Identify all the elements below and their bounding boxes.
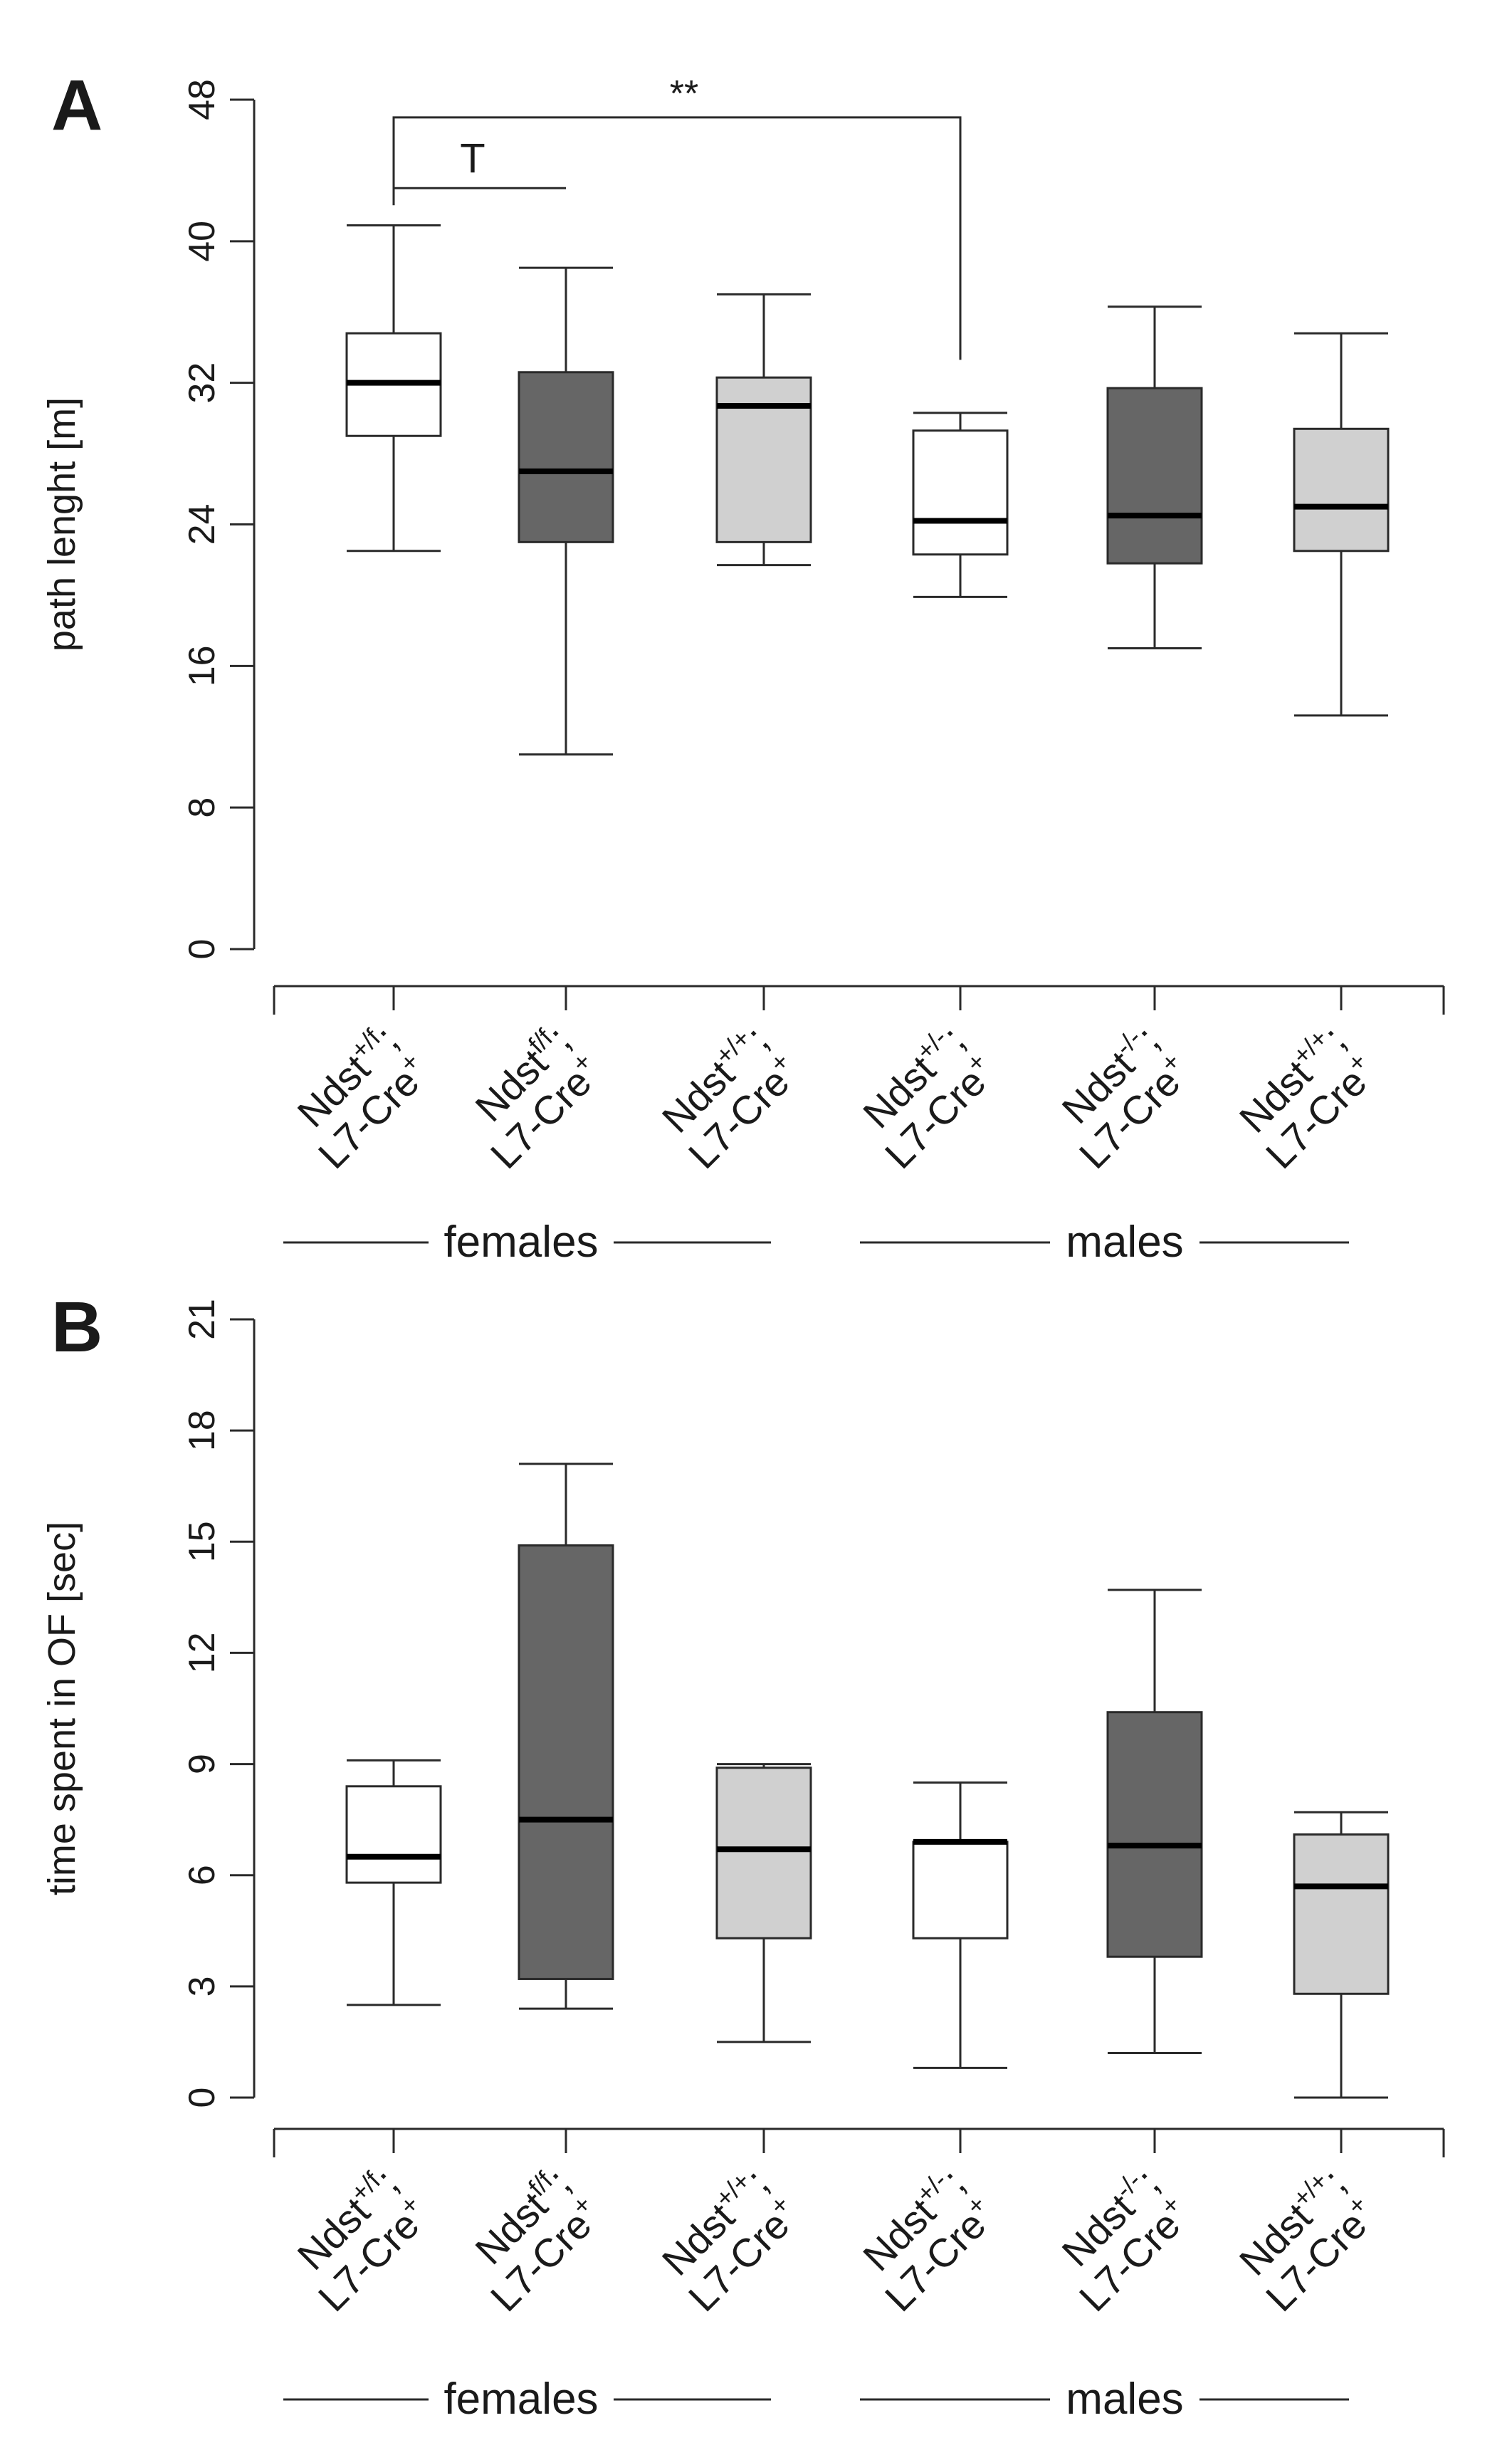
- x-tick-label: Ndst+/+;L7-Cre+: [1231, 1017, 1375, 1177]
- x-tick-label: Ndst+/+;L7-Cre+: [1231, 2160, 1375, 2320]
- y-tick-label: 3: [182, 1976, 223, 1996]
- box-iqr: [912, 429, 1009, 556]
- y-tick-label: 8: [182, 797, 223, 818]
- x-tick-label: Ndst+/+;L7-Cre+: [653, 1017, 798, 1177]
- panel-label: A: [51, 66, 103, 145]
- box-iqr: [1106, 1711, 1203, 1958]
- y-tick-label: 18: [182, 1410, 223, 1451]
- y-tick-label: 16: [182, 645, 223, 686]
- group-text: females: [443, 1218, 598, 1267]
- group-label-females: females: [283, 1218, 771, 1267]
- x-tick-label: Ndst+/-;L7-Cre+: [854, 1017, 994, 1177]
- box-iqr: [912, 1841, 1009, 1940]
- y-tick-label: 21: [182, 1299, 223, 1340]
- group-label-males: males: [860, 1218, 1349, 1267]
- box-group: [715, 293, 812, 567]
- significance-label: T: [460, 135, 485, 182]
- box-iqr: [715, 376, 812, 543]
- x-tick-label: Ndstf/f;L7-Cre+: [466, 1017, 599, 1177]
- box-group: [912, 1781, 1009, 2069]
- x-tick-label: Ndst+/f;L7-Cre+: [288, 1017, 427, 1177]
- panel-b: B 0 3 6 9 12 15 18 21 time spent in OF [sec] Ndst+…: [41, 1287, 1445, 2424]
- x-tick-label: Ndst-/-;L7-Cre+: [1053, 1017, 1188, 1177]
- panel-a: A 0 8 16 24 32 40 48 path lenght [m] T ** Ndst+/f;L…: [41, 66, 1445, 1267]
- y-tick-label: 48: [182, 79, 223, 120]
- box-group: [715, 1763, 812, 2043]
- panel-label: B: [51, 1287, 103, 1367]
- y-tick-label: 24: [182, 504, 223, 545]
- box-group: [1106, 1588, 1203, 2055]
- y-tick-label: 9: [182, 1754, 223, 1774]
- significance-label: **: [670, 73, 698, 115]
- box-iqr: [1293, 1833, 1390, 1995]
- box-iqr: [715, 1766, 812, 1940]
- significance-bracket: **: [392, 73, 962, 360]
- x-tick-label: Ndstf/f;L7-Cre+: [466, 2160, 599, 2320]
- x-tick-label: Ndst+/+;L7-Cre+: [653, 2160, 798, 2320]
- box-iqr: [1106, 387, 1203, 565]
- significance-bracket: T: [392, 135, 566, 206]
- box-group: [1293, 332, 1390, 717]
- y-tick-label: 32: [182, 362, 223, 404]
- box-iqr: [518, 1544, 614, 1980]
- y-tick-label: 40: [182, 221, 223, 262]
- y-tick-label: 0: [182, 2088, 223, 2108]
- group-label-males: males: [860, 2375, 1349, 2424]
- box-group: [518, 266, 614, 756]
- group-text: males: [1066, 2375, 1183, 2424]
- group-label-females: females: [283, 2375, 771, 2424]
- y-tick-label: 15: [182, 1521, 223, 1562]
- group-text: males: [1066, 1218, 1183, 1267]
- y-axis-label: time spent in OF [sec]: [41, 1522, 83, 1895]
- y-tick-label: 0: [182, 939, 223, 960]
- x-tick-label: Ndst+/f;L7-Cre+: [288, 2160, 427, 2320]
- box-iqr: [1293, 427, 1390, 553]
- x-tick-label: Ndst+/-;L7-Cre+: [854, 2160, 994, 2320]
- y-axis-label: path lenght [m]: [41, 397, 83, 651]
- bracket-line: [392, 116, 962, 360]
- box-group: [345, 1759, 442, 2006]
- y-tick-label: 6: [182, 1865, 223, 1885]
- box-group: [1106, 305, 1203, 649]
- box-group: [345, 224, 442, 553]
- box-group: [912, 412, 1009, 598]
- box-iqr: [518, 371, 614, 543]
- group-text: females: [443, 2375, 598, 2424]
- y-tick-label: 12: [182, 1633, 223, 1674]
- x-tick-label: Ndst-/-;L7-Cre+: [1053, 2160, 1188, 2320]
- bracket-line: [392, 187, 566, 206]
- box-iqr: [345, 1785, 442, 1884]
- box-group: [518, 1462, 614, 2010]
- box-group: [1293, 1811, 1390, 2099]
